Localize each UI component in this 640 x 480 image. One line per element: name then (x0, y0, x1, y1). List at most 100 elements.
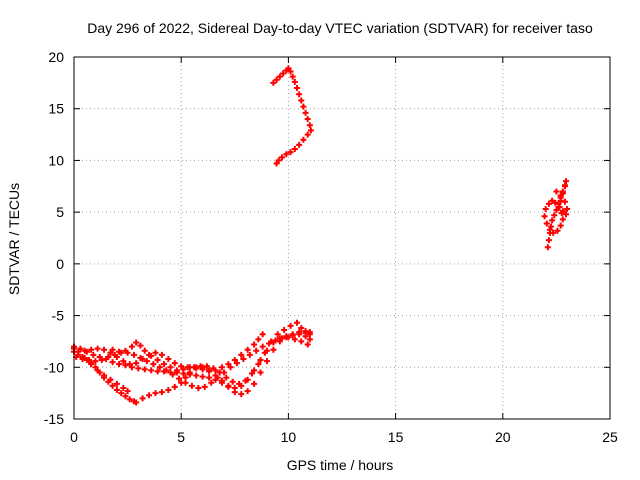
data-point (559, 216, 566, 223)
data-point (122, 362, 129, 369)
data-point (548, 223, 555, 230)
data-point (549, 197, 556, 204)
data-point (163, 367, 170, 374)
data-point (98, 357, 105, 364)
data-point (276, 73, 283, 80)
data-point (143, 358, 150, 365)
data-point (165, 356, 172, 363)
data-point (169, 371, 176, 378)
data-point (120, 384, 127, 391)
data-point (201, 383, 208, 390)
data-point (199, 373, 206, 380)
data-point (263, 358, 270, 365)
data-point (107, 376, 114, 383)
data-point (555, 203, 562, 210)
data-point (257, 357, 264, 364)
data-point (293, 319, 300, 326)
x-tick-label: 25 (602, 429, 618, 445)
data-point (553, 188, 560, 195)
data-point (122, 347, 129, 354)
data-point (287, 149, 294, 156)
data-point (176, 375, 183, 382)
x-axis-label: GPS time / hours (287, 457, 394, 473)
data-point (81, 354, 88, 361)
data-point (261, 349, 268, 356)
data-point (557, 197, 564, 204)
data-point (148, 367, 155, 374)
data-point (307, 127, 314, 134)
data-point (94, 367, 101, 374)
data-point (208, 379, 215, 386)
data-point (557, 222, 564, 229)
y-tick-label: -5 (52, 308, 65, 324)
data-point (218, 364, 225, 371)
data-point (240, 356, 247, 363)
data-point (552, 199, 559, 206)
data-point (293, 85, 300, 92)
data-point (167, 364, 174, 371)
data-point (193, 365, 200, 372)
data-point (259, 331, 266, 338)
data-point (229, 378, 236, 385)
data-point (120, 358, 127, 365)
data-point (101, 346, 108, 353)
data-point (244, 388, 251, 395)
y-tick-label: -10 (44, 359, 64, 375)
data-point (545, 200, 552, 207)
data-point (302, 328, 309, 335)
y-axis-label: SDTVAR / TECUs (6, 183, 22, 295)
data-point (563, 178, 570, 185)
data-point (557, 192, 564, 199)
data-point (193, 372, 200, 379)
data-point (543, 220, 550, 227)
data-point (283, 151, 290, 158)
data-point (227, 364, 234, 371)
data-point (248, 370, 255, 377)
data-point (304, 131, 311, 138)
data-point (139, 395, 146, 402)
data-point (238, 391, 245, 398)
data-point (259, 343, 266, 350)
data-point (116, 361, 123, 368)
data-point (268, 338, 275, 345)
data-point (296, 91, 303, 98)
data-point (81, 347, 88, 354)
y-tick-label: 20 (48, 49, 64, 65)
data-point (306, 122, 313, 129)
data-point (75, 348, 82, 355)
data-point (273, 76, 280, 83)
data-point (109, 346, 116, 353)
data-point (542, 206, 549, 213)
data-point (289, 332, 296, 339)
data-point (276, 338, 283, 345)
data-point (188, 382, 195, 389)
data-point (231, 357, 238, 364)
data-point (298, 97, 305, 104)
data-point (253, 347, 260, 354)
data-point (278, 335, 285, 342)
data-point (549, 217, 556, 224)
data-point (285, 65, 292, 72)
data-point (291, 336, 298, 343)
data-point (118, 390, 125, 397)
data-point (233, 360, 240, 367)
data-point (158, 389, 165, 396)
data-point (133, 339, 140, 346)
data-point (541, 213, 548, 220)
data-point (92, 364, 99, 371)
data-point (561, 198, 568, 205)
axis-ticks: 0 5 10 15 20 25 -15 -10 -5 0 5 10 15 20 (44, 49, 618, 445)
data-point (122, 393, 129, 400)
data-point (156, 364, 163, 371)
data-point (225, 383, 232, 390)
data-point (203, 363, 210, 370)
data-point (223, 374, 230, 381)
data-point (291, 146, 298, 153)
data-point (278, 154, 285, 161)
data-point (281, 327, 288, 334)
data-point (139, 356, 146, 363)
chart-title: Day 296 of 2022, Sidereal Day-to-day VTE… (87, 20, 593, 36)
data-point (283, 334, 290, 341)
data-point (109, 359, 116, 366)
